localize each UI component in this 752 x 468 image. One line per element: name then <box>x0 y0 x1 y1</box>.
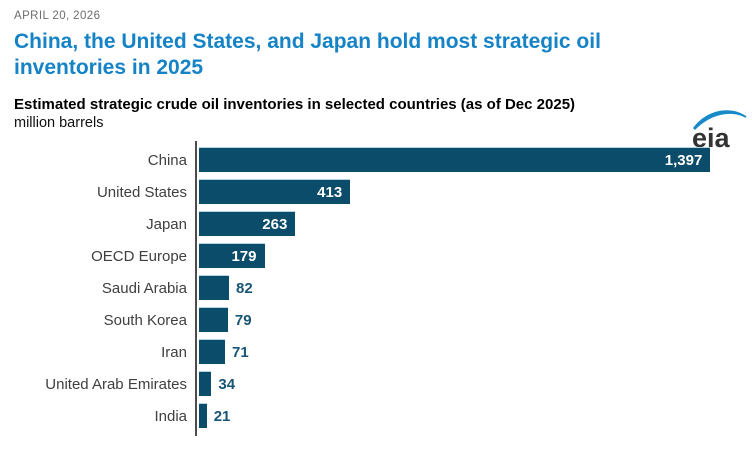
category-label: OECD Europe <box>91 247 187 265</box>
bar-row: United States 413 <box>0 176 752 208</box>
bar-area: 413 <box>197 176 752 208</box>
bar <box>199 371 212 397</box>
value-label: 413 <box>317 183 343 201</box>
bar <box>199 275 229 301</box>
bar-area: 79 <box>197 304 752 336</box>
value-label: 21 <box>213 407 231 425</box>
category-label: Iran <box>161 343 187 361</box>
bar-row: South Korea 79 <box>0 304 752 336</box>
category-label: China <box>147 151 187 169</box>
chart-units-label: million barrels <box>14 115 104 132</box>
eia-logo-swoosh-icon <box>693 110 747 130</box>
chart-subtitle: Estimated strategic crude oil inventorie… <box>14 96 576 114</box>
bar-area: 263 <box>197 208 752 240</box>
bar: 179 <box>199 243 265 269</box>
bar <box>199 307 228 333</box>
bar: 413 <box>199 179 351 205</box>
bar <box>199 339 225 365</box>
category-label: Saudi Arabia <box>101 279 187 297</box>
bar: 1,397 <box>199 147 711 173</box>
chart-header: Estimated strategic crude oil inventorie… <box>14 96 738 131</box>
bar-area: 71 <box>197 336 752 368</box>
bar-row: Saudi Arabia 82 <box>0 272 752 304</box>
bar-row: United Arab Emirates 34 <box>0 368 752 400</box>
value-label: 82 <box>236 279 253 297</box>
category-label: India <box>154 407 187 425</box>
value-label: 79 <box>234 311 252 329</box>
date-text: APRIL 20, 2026 <box>14 10 101 22</box>
category-label: United Arab Emirates <box>45 375 187 393</box>
bar-area: 21 <box>197 400 752 432</box>
bar-row: OECD Europe 179 <box>0 240 752 272</box>
eia-logo-graphic: eia <box>692 110 747 153</box>
bar-row: China 1,397 <box>0 144 752 176</box>
bar: 263 <box>199 211 296 237</box>
category-label: South Korea <box>103 311 187 329</box>
bar-row: India 21 <box>0 400 752 432</box>
value-label: 263 <box>262 215 288 233</box>
value-label: 34 <box>218 375 236 393</box>
bar-chart: China 1,397 United States 413 Japan 263 OECD E… <box>0 141 752 437</box>
category-label: Japan <box>146 215 187 233</box>
bar <box>199 403 207 429</box>
eia-logo: eia <box>690 103 748 153</box>
y-axis-line <box>195 141 197 437</box>
bar-rows: China 1,397 United States 413 Japan 263 OECD E… <box>0 144 752 432</box>
value-label: 71 <box>232 343 249 361</box>
bar-area: 179 <box>197 240 752 272</box>
bar-row: Japan 263 <box>0 208 752 240</box>
category-label: United States <box>96 183 187 201</box>
value-label: 1,397 <box>664 151 703 169</box>
bar-row: Iran 71 <box>0 336 752 368</box>
page-title: China, the United States, and Japan hold… <box>14 30 601 79</box>
bar-area: 1,397 <box>197 144 752 176</box>
bar-area: 34 <box>197 368 752 400</box>
header: APRIL 20, 2026 China, the United States,… <box>0 0 752 131</box>
bar-area: 82 <box>197 272 752 304</box>
value-label: 179 <box>231 247 257 265</box>
